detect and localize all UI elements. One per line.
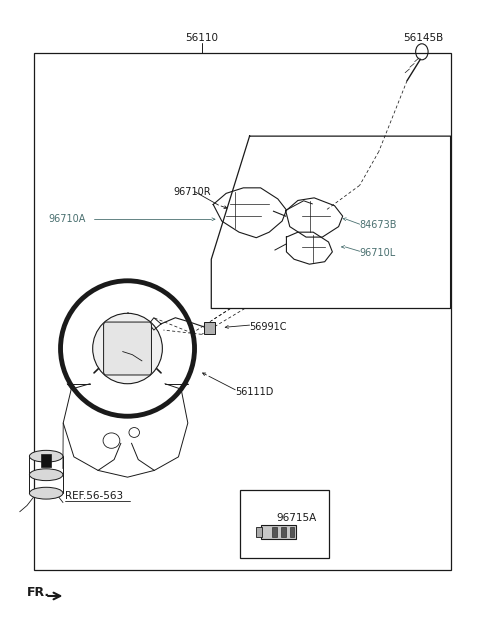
Text: 96710L: 96710L [360, 248, 396, 258]
Text: 96715A: 96715A [276, 513, 316, 523]
Ellipse shape [29, 450, 63, 462]
Text: 96710R: 96710R [173, 186, 211, 197]
Text: 56110: 56110 [185, 33, 218, 43]
Bar [289, 527, 294, 537]
Ellipse shape [29, 469, 63, 481]
Ellipse shape [93, 313, 162, 384]
Bar [281, 527, 286, 537]
Bar [255, 527, 262, 537]
FancyBboxPatch shape [104, 322, 152, 375]
Text: 96710A: 96710A [48, 214, 86, 224]
Bar [34, 53, 451, 570]
Text: 56111D: 56111D [235, 387, 274, 397]
Bar [240, 490, 328, 558]
Bar [272, 527, 277, 537]
Bar [204, 322, 215, 334]
Ellipse shape [29, 487, 63, 499]
Text: 84673B: 84673B [360, 220, 397, 230]
Text: 56991C: 56991C [250, 322, 287, 332]
Text: REF.56-563: REF.56-563 [65, 491, 123, 501]
Text: FR.: FR. [27, 586, 50, 599]
Bar [41, 453, 51, 467]
Text: 56145B: 56145B [403, 33, 443, 43]
Bar [261, 524, 296, 539]
